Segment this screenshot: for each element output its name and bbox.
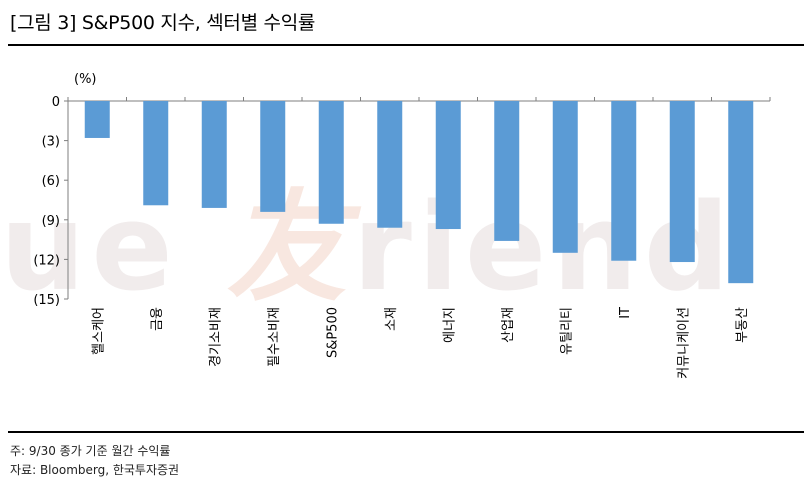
bar — [84, 101, 110, 138]
y-tick-label: (12) — [33, 253, 60, 268]
y-tick-label: (3) — [42, 135, 60, 150]
bar-chart: (%) 0 (3) (6) (9) (12) (15) 헬스케어 금융 경기소비재 필수소비재 S… — [33, 72, 771, 379]
footnote-basis: 주: 9/30 종가 기준 월간 수익률 — [10, 444, 171, 458]
bar — [143, 101, 169, 206]
category-label: 유틸리티 — [559, 307, 574, 355]
top-rule — [8, 44, 804, 46]
bar — [669, 101, 695, 263]
category-label: 금융 — [150, 307, 165, 331]
watermark-text-right: riend — [352, 179, 736, 318]
bar — [260, 101, 286, 212]
y-axis: 0 (3) (6) (9) (12) (15) — [33, 95, 771, 308]
category-label: 필수소비재 — [267, 307, 282, 367]
y-tick-label: (15) — [33, 293, 60, 308]
bar — [318, 101, 344, 224]
bar — [494, 101, 520, 241]
category-label: 부동산 — [735, 307, 750, 343]
category-label: 경기소비재 — [208, 307, 223, 367]
bar — [611, 101, 637, 261]
bar — [201, 101, 227, 208]
bar — [435, 101, 461, 230]
figure-title: [그림 3] S&P500 지수, 섹터별 수익률 — [10, 12, 316, 34]
category-label: 커뮤니케이션 — [676, 307, 691, 379]
category-label: 산업재 — [501, 307, 516, 343]
y-tick-label: (6) — [42, 174, 60, 189]
bar — [728, 101, 754, 284]
category-labels: 헬스케어 금융 경기소비재 필수소비재 S&P500 소재 에너지 산업재 유틸리티 IT 커뮤니케… — [91, 307, 750, 379]
bar-series — [84, 101, 754, 284]
category-label: 에너지 — [442, 307, 457, 343]
category-label: IT — [618, 307, 633, 319]
category-label: 헬스케어 — [91, 307, 106, 355]
y-tick-label: (9) — [42, 214, 60, 229]
y-tick-label: 0 — [52, 95, 60, 110]
y-axis-unit-label: (%) — [74, 72, 97, 87]
footnote-source: 자료: Bloomberg, 한국투자증권 — [10, 463, 180, 477]
bottom-rule — [8, 431, 804, 433]
category-label: S&P500 — [325, 307, 340, 358]
category-label: 소재 — [384, 307, 399, 331]
bar — [377, 101, 403, 228]
bar — [552, 101, 578, 253]
